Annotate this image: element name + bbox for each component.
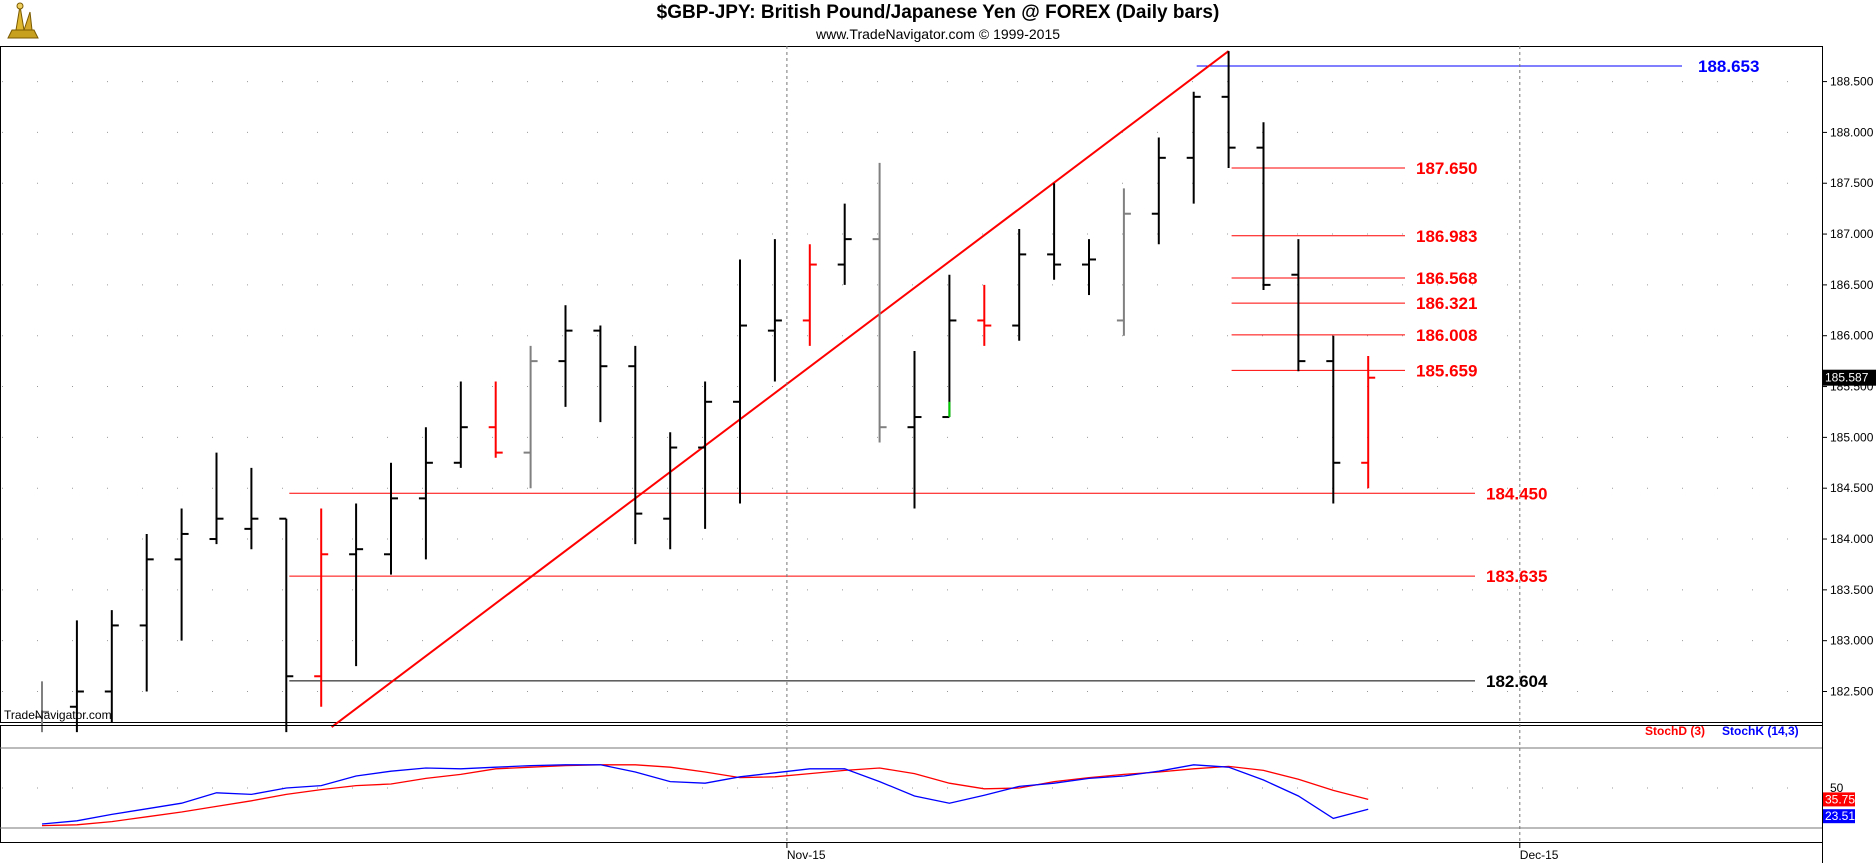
trendline: [331, 50, 1230, 728]
stochd-value-label: 35.75: [1825, 792, 1855, 806]
ohlc-bar: [488, 381, 503, 458]
x-tick-label: Dec-15: [1520, 848, 1559, 862]
price-tick-label: 187.000: [1830, 227, 1874, 241]
ohlc-bar: [418, 427, 433, 560]
ohlc-bar: [453, 381, 468, 468]
ohlc-bar: [628, 345, 643, 545]
price-tick-label: 185.000: [1830, 430, 1874, 444]
x-axis: Nov-15 Dec-15: [786, 46, 1823, 863]
ohlc-bar: [558, 305, 573, 407]
price-tick-label: 188.000: [1830, 125, 1874, 139]
ohlc-bar: [1012, 228, 1027, 341]
level-label: 184.450: [1486, 484, 1547, 503]
trade-navigator-logo-icon: [7, 2, 39, 39]
ohlc-bar: [209, 452, 224, 545]
price-panel-frame: [0, 46, 1823, 723]
ohlc-bar: [698, 381, 713, 529]
x-tick-label: Nov-15: [787, 848, 826, 862]
price-tick-label: 184.500: [1830, 481, 1874, 495]
ohlc-bar: [802, 244, 817, 346]
stochd-value-tag: [1823, 792, 1855, 807]
ohlc-bar: [1151, 137, 1166, 245]
level-label: 187.650: [1416, 159, 1477, 178]
ohlc-bar: [523, 345, 538, 489]
ohlc-bar: [942, 274, 957, 419]
ohlc-bar: [663, 432, 678, 550]
price-tick-label: 188.500: [1830, 75, 1874, 89]
ohlc-bar: [1116, 188, 1131, 336]
ohlc-bar: [837, 203, 852, 285]
ohlc-bar: [1186, 91, 1201, 204]
price-tick-label: 183.000: [1830, 634, 1874, 648]
level-label: 183.635: [1486, 567, 1547, 586]
ohlc-bar: [1361, 356, 1376, 489]
chart-header: $GBP-JPY: British Pound/Japanese Yen @ F…: [0, 0, 1876, 46]
ohlc-bar: [593, 325, 608, 423]
ohlc-bar: [139, 533, 154, 692]
stochastic-panel: 50 StochD (3) StochK (14,3) 35.75 23.51: [0, 724, 1855, 843]
ohlc-bar: [1047, 183, 1062, 280]
ohlc-bar: [314, 508, 329, 707]
level-label: 186.008: [1416, 326, 1477, 345]
ohlc-bar: [69, 620, 84, 733]
level-label: 188.653: [1698, 57, 1759, 76]
ohlc-bar: [1291, 239, 1306, 372]
stoch-panel-frame: [0, 725, 1823, 843]
price-panel: 182.500 183.000 183.500 184.000 184.500 185.0…: [0, 46, 1876, 733]
ohlc-bar: [384, 462, 398, 575]
ohlc-bar: [733, 259, 747, 504]
level-label: 185.659: [1416, 361, 1477, 380]
price-tick-label: 187.500: [1830, 176, 1874, 190]
stoch-series-line: [41, 764, 1369, 827]
ohlc-bar: [1256, 122, 1271, 290]
ohlc-bar: [104, 610, 119, 722]
level-label: 182.604: [1486, 672, 1548, 691]
ohlc-bar: [1221, 51, 1236, 168]
ohlc-bar: [1326, 335, 1341, 504]
ohlc-bar: [977, 284, 992, 346]
ohlc-bar: [872, 162, 887, 443]
chart-title: $GBP-JPY: British Pound/Japanese Yen @ F…: [656, 2, 1220, 23]
ohlc-bar: [767, 239, 782, 382]
stoch-tick-label: 50: [1830, 781, 1844, 795]
price-tick-label: 183.500: [1830, 583, 1874, 597]
price-tick-label: 186.500: [1830, 278, 1874, 292]
legend-stochd: StochD (3): [1645, 724, 1705, 738]
legend-stochk: StochK (14,3): [1722, 724, 1799, 738]
ohlc-bar: [1082, 239, 1096, 296]
ohlc-bar: [349, 503, 364, 667]
ohlc-bar: [35, 681, 49, 733]
ohlc-bar: [174, 508, 189, 641]
stoch-series-line: [41, 764, 1369, 825]
chart-subtitle: www.TradeNavigator.com © 1999-2015: [815, 26, 1061, 42]
price-tick-label: 186.000: [1830, 329, 1874, 343]
last-price-tag: [1823, 369, 1876, 386]
last-price-label: 185.587: [1825, 371, 1869, 385]
stochk-value-label: 23.51: [1825, 809, 1855, 823]
stochk-value-tag: [1823, 809, 1855, 824]
ohlc-bar: [244, 467, 259, 550]
watermark-text: TradeNavigator.com: [4, 708, 112, 722]
level-label: 186.983: [1416, 227, 1477, 246]
level-label: 186.321: [1416, 294, 1477, 313]
price-tick-label: 182.500: [1830, 685, 1874, 699]
price-tick-label: 184.000: [1830, 532, 1874, 546]
ohlc-bar: [907, 350, 922, 509]
level-label: 186.568: [1416, 269, 1477, 288]
ohlc-bar: [279, 517, 294, 733]
